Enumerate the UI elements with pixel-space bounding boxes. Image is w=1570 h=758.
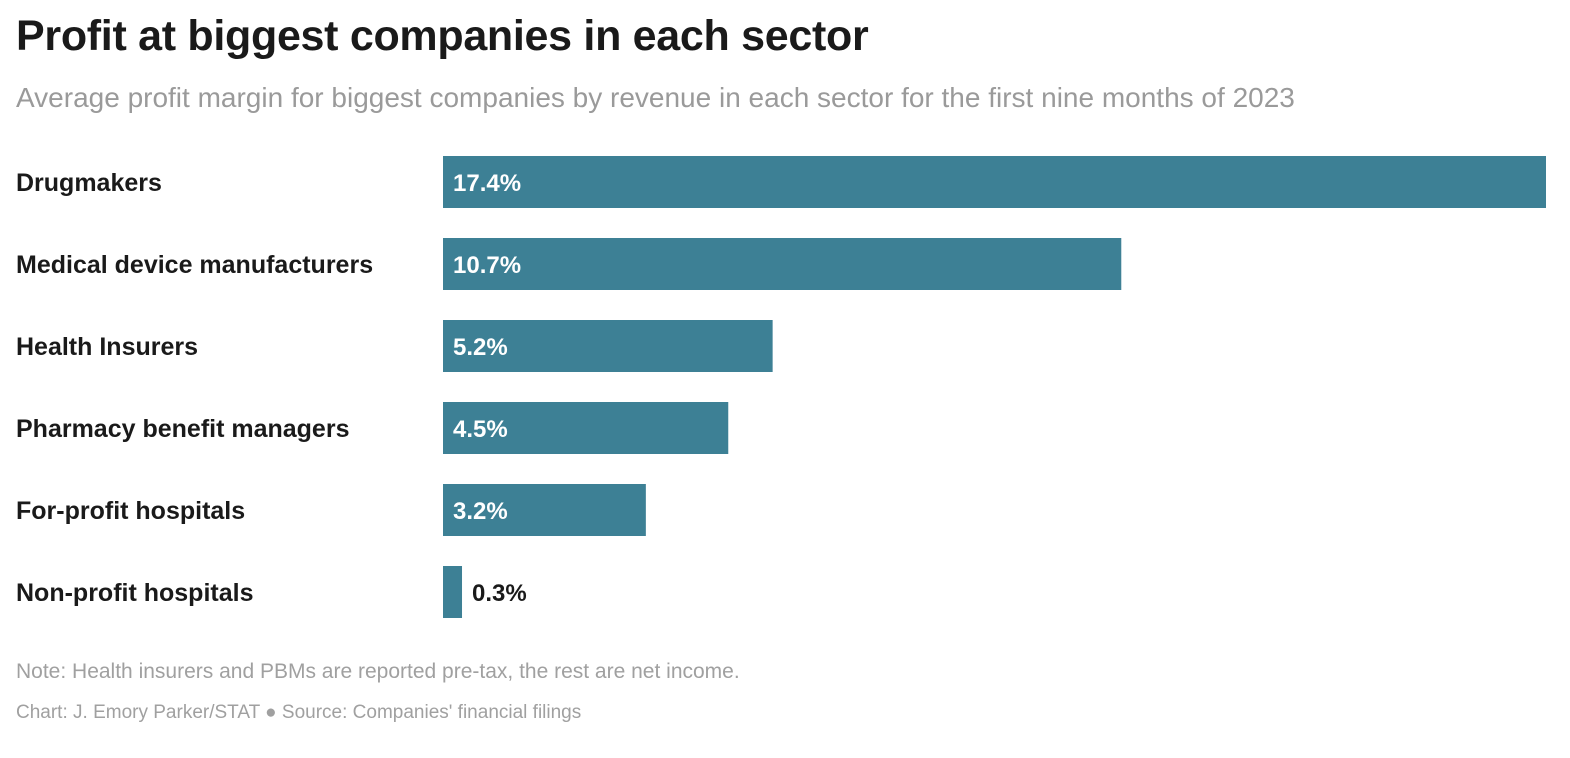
bar	[443, 320, 773, 372]
category-label: For-profit hospitals	[16, 497, 245, 525]
value-label: 0.3%	[472, 580, 527, 607]
category-label: Health Insurers	[16, 333, 198, 361]
chart-title: Profit at biggest companies in each sect…	[16, 12, 869, 60]
value-label: 17.4%	[453, 170, 521, 197]
bar	[443, 402, 729, 454]
category-label: Pharmacy benefit managers	[16, 415, 349, 443]
category-label: Non-profit hospitals	[16, 579, 253, 607]
value-label: 3.2%	[453, 498, 508, 525]
category-label: Drugmakers	[16, 169, 162, 197]
bar	[443, 566, 463, 618]
bar	[443, 484, 646, 536]
value-label: 4.5%	[453, 416, 508, 443]
category-label: Medical device manufacturers	[16, 251, 373, 279]
value-label: 5.2%	[453, 334, 508, 361]
value-label: 10.7%	[453, 252, 521, 279]
bar-chart: Drugmakers 17.4% Medical device manufactur…	[16, 156, 1546, 618]
bar	[443, 238, 1122, 290]
chart-credit: Chart: J. Emory Parker/STAT ● Source: Co…	[16, 702, 582, 723]
chart-note: Note: Health insurers and PBMs are repor…	[16, 660, 740, 683]
bar	[443, 156, 1546, 208]
chart-subtitle: Average profit margin for biggest compan…	[16, 82, 1295, 113]
